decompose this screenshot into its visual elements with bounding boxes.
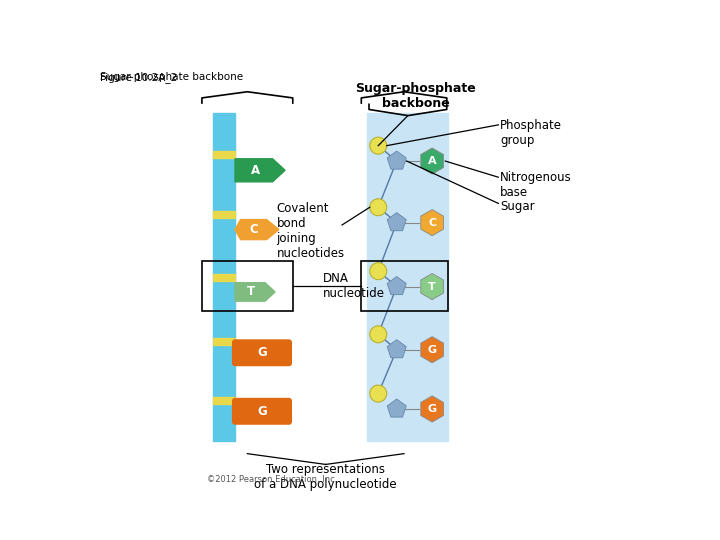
Text: Sugar-phosphate backbone: Sugar-phosphate backbone [99,72,243,83]
Text: G: G [257,405,267,418]
Circle shape [370,137,387,154]
Text: Sugar-phosphate
backbone: Sugar-phosphate backbone [355,82,476,110]
Text: Two representations
of a DNA polynucleotide: Two representations of a DNA polynucleot… [254,463,397,491]
Text: ©2012 Pearson Education, Inc.: ©2012 Pearson Education, Inc. [207,475,338,484]
Text: T: T [428,281,436,292]
Polygon shape [420,148,444,174]
Polygon shape [420,273,444,300]
Polygon shape [235,159,285,182]
Bar [213,112,235,441]
FancyBboxPatch shape [232,339,292,366]
Circle shape [370,326,387,343]
Bar [202,261,293,311]
Text: Covalent
bond
joining
nucleotides: Covalent bond joining nucleotides [276,202,345,260]
Text: G: G [257,346,267,359]
Polygon shape [387,340,406,358]
Polygon shape [420,210,444,236]
Bar [213,397,235,404]
Bar [361,261,449,311]
Bar [213,151,235,158]
Bar [213,211,235,218]
Text: Nitrogenous
base: Nitrogenous base [500,171,572,199]
Polygon shape [387,151,406,169]
Circle shape [370,385,387,402]
Text: C: C [249,223,258,236]
Polygon shape [387,276,406,295]
Text: Figure 10.2A_2: Figure 10.2A_2 [99,72,176,83]
Polygon shape [420,396,444,422]
Bar [213,274,235,281]
Polygon shape [387,213,406,231]
Text: DNA
nucleotide: DNA nucleotide [323,272,384,300]
Polygon shape [235,283,275,301]
Polygon shape [387,399,406,417]
Bar [213,338,235,345]
Text: A: A [428,156,436,166]
Polygon shape [420,336,444,363]
Text: A: A [251,164,260,177]
Text: Sugar: Sugar [500,200,534,213]
FancyBboxPatch shape [232,398,292,425]
Bar [367,112,449,441]
Text: C: C [428,218,436,228]
Polygon shape [235,220,279,240]
Text: G: G [428,404,437,414]
Text: Phosphate
group: Phosphate group [500,119,562,147]
Circle shape [370,199,387,215]
Text: G: G [428,345,437,355]
Circle shape [370,262,387,280]
Text: T: T [247,286,255,299]
